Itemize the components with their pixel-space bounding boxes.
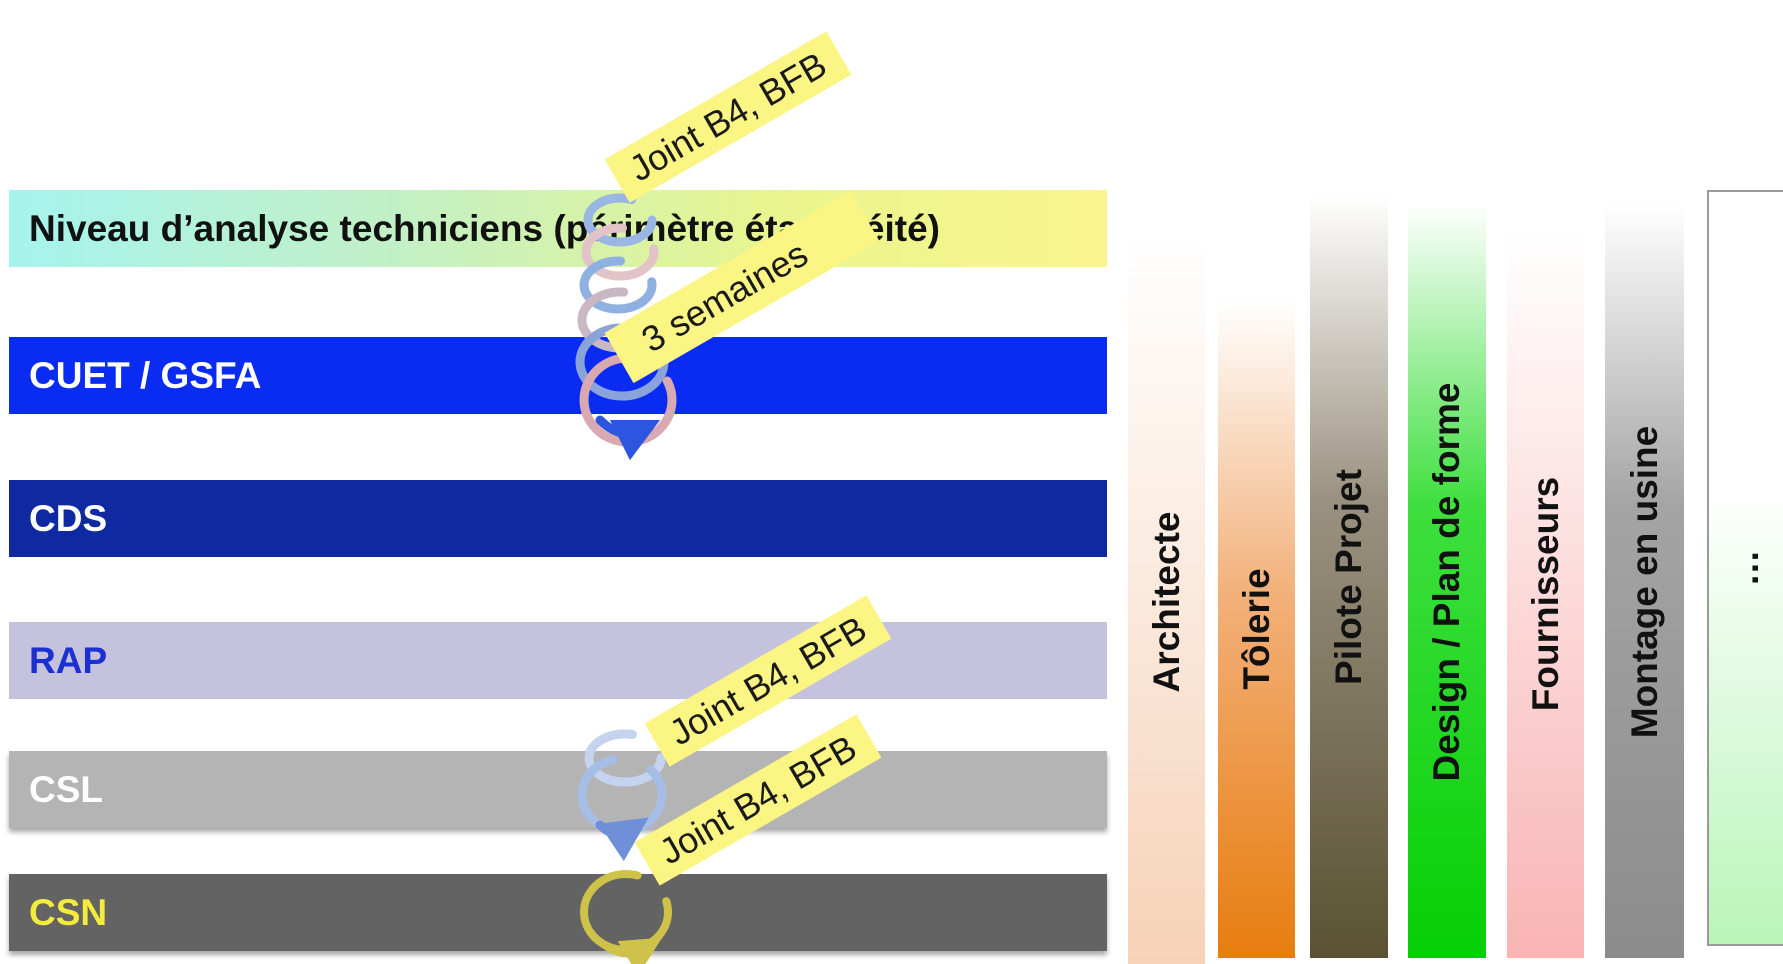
column-montage-en-usine: Montage en usine [1605, 205, 1684, 958]
level-band-rap: RAP [9, 622, 1107, 699]
cycle-arrow-1 [583, 193, 657, 247]
cycle-arrow-head-top [595, 415, 661, 461]
level-label-csl: CSL [29, 768, 103, 810]
cycle-arrow-stack-csn [580, 870, 672, 964]
cycle-arrow-8 [577, 754, 667, 836]
column-design-plan-de-forme: Design / Plan de forme [1408, 205, 1486, 958]
level-label-csn: CSN [29, 891, 108, 933]
cycle-arrow-stack-csl [577, 729, 667, 862]
cycle-arrow-2 [581, 223, 659, 281]
level-band-csn: CSN [9, 874, 1107, 951]
level-label-cds: CDS [29, 497, 108, 539]
cycle-arrow-3 [579, 256, 657, 314]
level-label-cuet-gsfa: CUET / GSFA [29, 354, 262, 396]
level-band-cds: CDS [9, 480, 1107, 557]
column-tolerie: Tôlerie [1218, 300, 1295, 958]
column-architecte: Architecte [1128, 240, 1205, 964]
column-fournisseurs: Fournisseurs [1507, 230, 1584, 958]
cycle-arrow-9 [580, 870, 672, 954]
column-pilote-projet: Pilote Projet [1310, 195, 1388, 958]
column-more: … [1707, 190, 1783, 946]
cycle-arrow-head-csl [595, 817, 649, 862]
level-label-rap: RAP [29, 639, 108, 681]
level-band-csl: CSL [9, 751, 1107, 828]
level-band-cuet-gsfa: CUET / GSFA [9, 337, 1107, 414]
cycle-arrow-head-csn [601, 937, 663, 964]
cycle-arrow-7 [584, 729, 666, 787]
